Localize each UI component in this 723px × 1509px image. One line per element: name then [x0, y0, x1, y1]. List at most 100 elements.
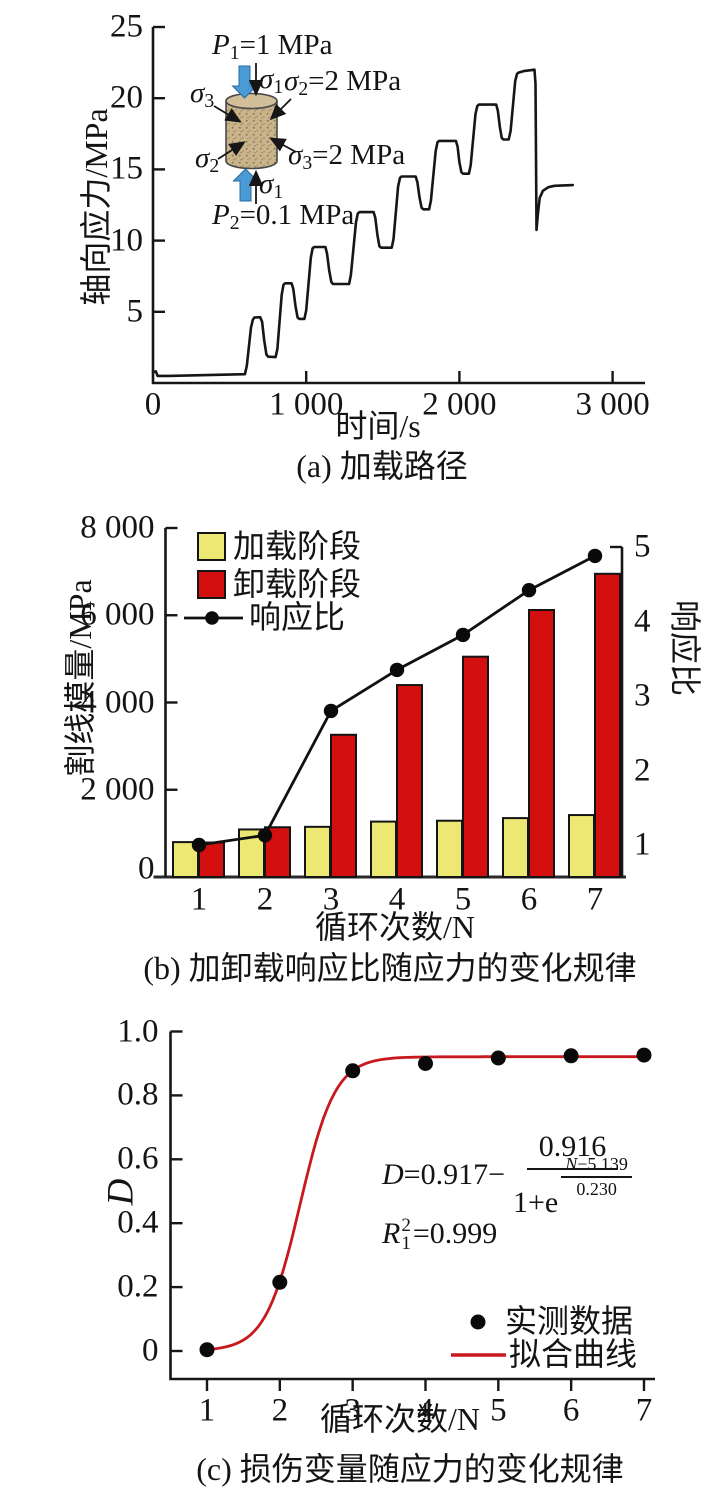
legend-label-loading: 加载阶段: [233, 528, 362, 565]
caption-b: (b) 加卸载响应比随应力的变化规律: [143, 950, 637, 987]
fit-equation: D=0.917− 0.916 1+e N−5.139 0.230: [382, 1130, 632, 1220]
tick-label-c-y-0.8: 0.8: [117, 1077, 159, 1114]
r-squared: R 2 1 =0.999: [382, 1215, 498, 1255]
tick-label-c-y-0.4: 0.4: [117, 1204, 159, 1241]
axis-title-c-y: D: [100, 1178, 142, 1206]
tick-label-b-yright-2: 2: [634, 752, 651, 789]
subscript: 1: [273, 181, 284, 204]
measured-point-7: [636, 1047, 652, 1063]
subscript: 1: [229, 42, 240, 65]
tick-label-b-yleft-4000: 4 000: [80, 684, 155, 721]
response-ratio-dot-2: [257, 828, 273, 843]
tick-label-b-x-2: 2: [256, 881, 274, 918]
inset-label-sigma2-left: σ2: [195, 143, 219, 177]
tick-label-b-x-3: 3: [322, 881, 340, 918]
bar-unloading-6: [528, 609, 555, 878]
response-ratio-dot-4: [389, 662, 405, 678]
tick-label-b-yleft-0: 0: [138, 850, 155, 887]
tick-label-c-y-0: 0: [142, 1332, 159, 1369]
tick-label-a-y-15: 15: [110, 151, 143, 188]
subscript: 3: [302, 152, 313, 175]
symbol: P: [212, 199, 230, 232]
inset-label-sigma2-right: σ2=2 MPa: [284, 66, 401, 100]
symbol: σ: [195, 142, 210, 175]
inset-label-sigma1-top: σ1: [259, 64, 283, 98]
value: =0.1 MPa: [239, 199, 355, 232]
tick-label-b-x-5: 5: [454, 881, 472, 918]
bar-loading-4: [370, 820, 397, 879]
subscript: 1: [273, 76, 284, 99]
equation-const: =0.917−: [403, 1158, 506, 1191]
value: =2 MPa: [312, 139, 406, 172]
tick-label-a-x-3 000: 3 000: [575, 386, 650, 423]
measured-point-5: [490, 1050, 506, 1066]
inset-label-p2: P2=0.1 MPa: [212, 200, 354, 234]
tick-label-a-y-10: 10: [110, 222, 143, 259]
tick-label-b-yleft-2000: 2 000: [80, 771, 155, 808]
response-ratio-dot-6: [521, 583, 537, 598]
fraction-numerator: 0.916: [526, 1130, 619, 1170]
tick-label-b-yleft-8000: 8 000: [80, 509, 155, 546]
subscript: 2: [209, 155, 220, 178]
inset-label-sigma1-bottom: σ1: [259, 169, 283, 203]
tick-label-c-y-0.6: 0.6: [117, 1140, 159, 1177]
legend-swatch-response-dot: [205, 611, 219, 625]
specimen-cylinder: [225, 101, 278, 170]
tick-label-a-y-20: 20: [110, 79, 143, 116]
sigma2-left-arrow: [217, 141, 246, 160]
sigma3-right-arrow: [269, 137, 297, 153]
legend-swatch-loading: [197, 532, 226, 561]
tick-label-a-x-1 000: 1 000: [269, 386, 344, 423]
tick-label-c-y-0.2: 0.2: [117, 1268, 159, 1305]
exponent-rest: −5.139: [577, 1154, 628, 1174]
inset-label-sigma3-right: σ3=2 MPa: [288, 140, 405, 174]
response-ratio-dot-5: [455, 627, 471, 643]
equation-fraction: 0.916 1+e N−5.139 0.230: [513, 1130, 632, 1220]
r-superscript: 2: [401, 1215, 411, 1236]
symbol: σ: [259, 63, 274, 96]
legend-swatch-unloading: [197, 570, 226, 599]
equation-lhs: D: [382, 1158, 404, 1191]
caption-a: (a) 加载路径: [296, 448, 468, 485]
tick-label-b-x-7: 7: [586, 881, 604, 918]
subscript: 3: [204, 90, 215, 113]
exponent-denominator: 0.230: [576, 1179, 617, 1199]
tick-label-b-yright-5: 5: [634, 528, 651, 565]
legend-swatch-measured-dot: [470, 1314, 486, 1330]
subscript: 2: [298, 78, 309, 101]
bar-loading-5: [436, 819, 463, 879]
measured-point-3: [345, 1063, 361, 1079]
r-value: =0.999: [412, 1217, 498, 1251]
tick-label-c-x-7: 7: [635, 1392, 653, 1429]
r-indices: 2 1: [401, 1215, 411, 1255]
symbol: σ: [288, 139, 303, 172]
bar-unloading-3: [330, 733, 357, 878]
axis-title-b-x: 循环次数/N: [314, 909, 476, 946]
sigma2-right-arrow: [269, 98, 292, 121]
legend-label-response-ratio: 响应比: [249, 599, 346, 636]
axes-a: [151, 27, 645, 385]
tick-label-c-x-3: 3: [344, 1392, 361, 1429]
tick-label-b-yright-3: 3: [634, 677, 651, 714]
r-subscript: 1: [401, 1233, 411, 1255]
symbol: P: [212, 29, 230, 62]
tick-label-a-x-2 000: 2 000: [422, 386, 497, 423]
bar-unloading-7: [594, 572, 621, 879]
response-ratio-dot-7: [587, 548, 603, 564]
tick-label-b-x-4: 4: [388, 881, 406, 918]
tick-label-c-x-4: 4: [417, 1392, 434, 1429]
symbol: σ: [284, 65, 299, 98]
value: =1 MPa: [239, 29, 333, 62]
tick-label-a-y-25: 25: [110, 8, 143, 45]
tick-label-b-yleft-6000: 6 000: [80, 596, 155, 633]
tick-label-b-x-1: 1: [190, 881, 208, 918]
fraction-denominator-base: 1+e: [513, 1186, 559, 1219]
symbol: σ: [190, 77, 205, 110]
tick-label-c-x-2: 2: [271, 1392, 289, 1429]
caption-c: (c) 损伤变量随应力的变化规律: [196, 1451, 624, 1488]
tick-label-c-x-5: 5: [490, 1392, 507, 1429]
exponent-symbol: N: [565, 1154, 578, 1174]
symbol: σ: [259, 168, 274, 201]
